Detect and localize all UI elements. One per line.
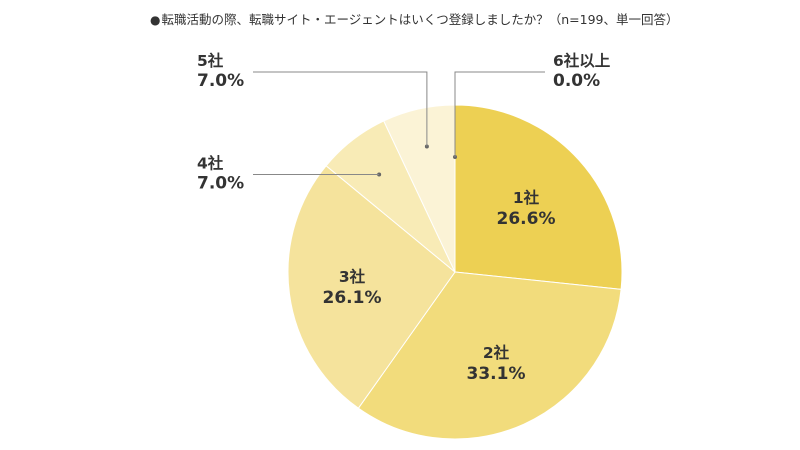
slice-label-name-4: 4社	[197, 153, 224, 172]
slice-label-name-2: 2社	[483, 343, 510, 362]
slice-label-value-2: 33.1%	[467, 364, 526, 384]
slice-label-value-1: 26.6%	[497, 209, 556, 229]
leader-line-6	[454, 71, 545, 157]
pie-slices	[287, 104, 623, 440]
slice-label-name-5: 5社	[197, 51, 224, 70]
slice-label-name-6: 6社以上	[553, 51, 611, 70]
slice-label-value-6: 0.0%	[553, 71, 600, 91]
slice-label-value-4: 7.0%	[197, 173, 244, 193]
slice-2	[357, 271, 622, 440]
chart-title: ●転職活動の際、転職サイト・エージェントはいくつ登録しましたか？（n=199、単…	[150, 9, 679, 28]
pie-labels: 1社26.6%2社33.1%3社26.1%4社7.0%5社7.0%6社以上0.0…	[197, 51, 611, 384]
slice-label-name-1: 1社	[513, 188, 540, 207]
leader-line-5	[253, 71, 428, 147]
slice-label-value-5: 7.0%	[197, 71, 244, 91]
title-bullet-icon: ●	[150, 13, 161, 27]
slice-3	[287, 165, 456, 409]
slice-1	[454, 104, 623, 290]
slice-label-name-3: 3社	[339, 267, 366, 286]
slice-label-value-3: 26.1%	[323, 288, 382, 308]
chart-title-text: 転職活動の際、転職サイト・エージェントはいくつ登録しましたか？（n=199、単一…	[161, 12, 679, 27]
leader-lines	[253, 71, 545, 177]
